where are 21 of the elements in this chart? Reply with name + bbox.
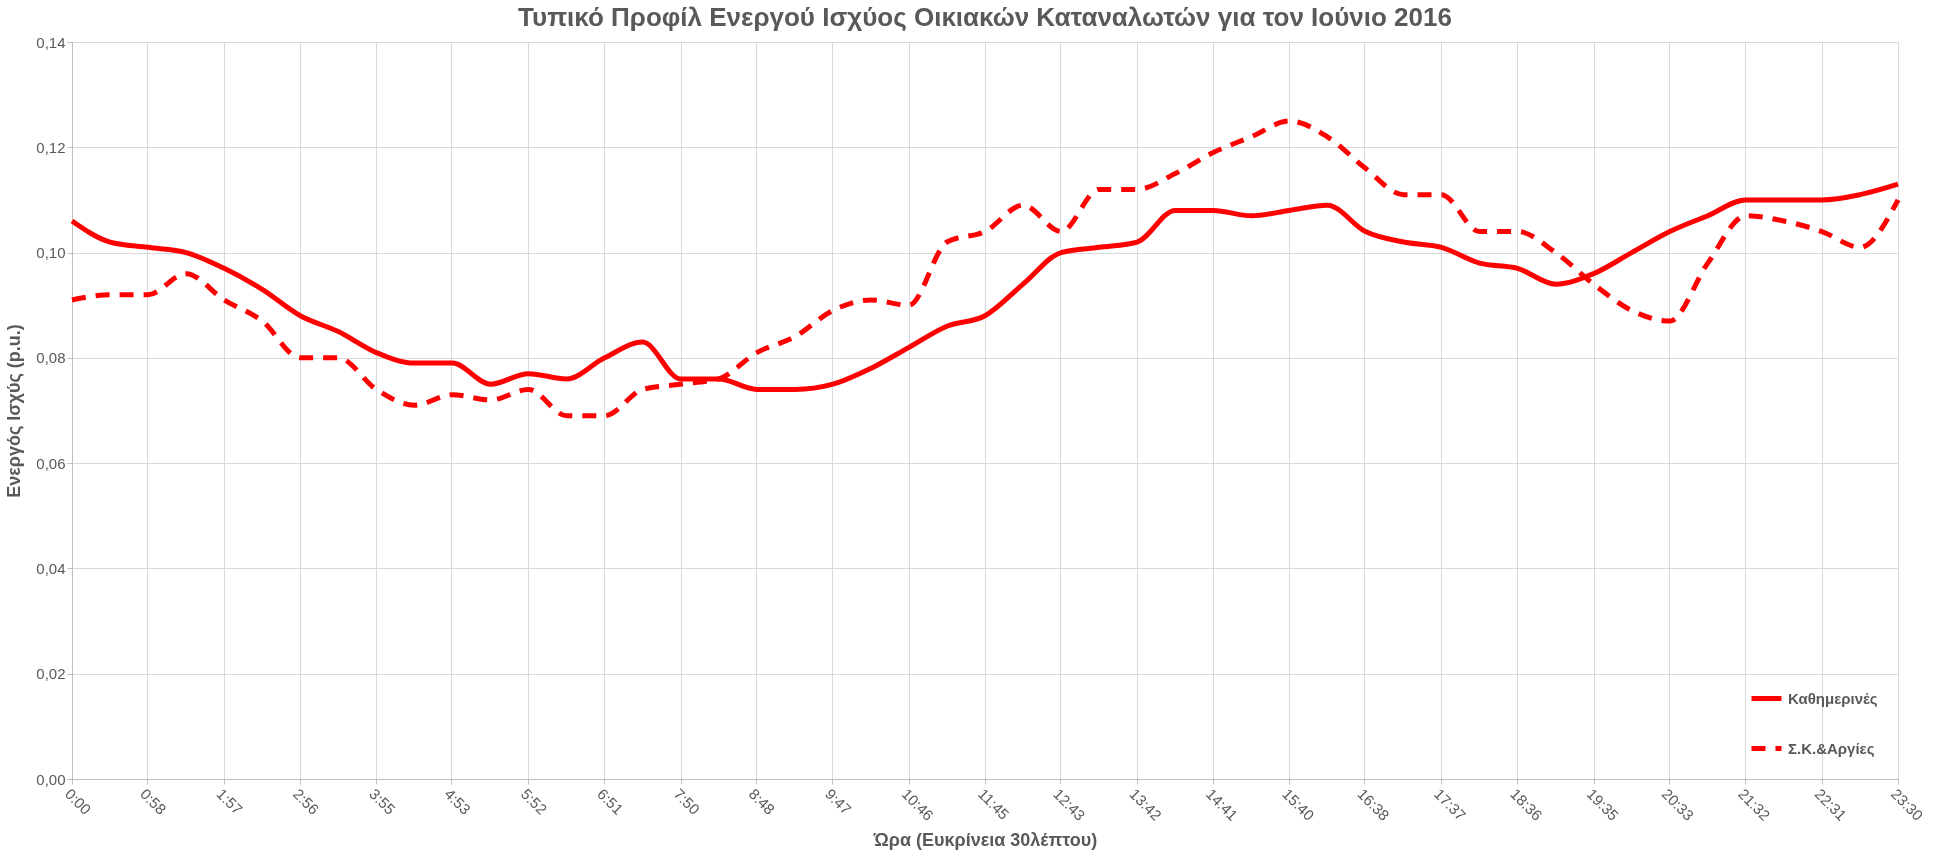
y-axis-title: Ενεργός Ισχύς (p.u.) <box>4 324 25 498</box>
x-tick-label: 9:47 <box>822 785 855 818</box>
x-tick-label: 0:00 <box>61 785 95 818</box>
x-tick-label: 2:56 <box>289 785 323 818</box>
y-tick-label: 0,02 <box>36 665 66 683</box>
x-tick-label: 4:53 <box>441 785 474 818</box>
y-tick-label: 0,06 <box>36 454 66 472</box>
y-tick-label: 0,00 <box>36 770 66 788</box>
y-tick-label: 0,10 <box>36 244 66 262</box>
legend-label: Καθημερινές <box>1788 689 1878 707</box>
y-tick-label: 0,14 <box>36 33 66 51</box>
x-tick-label: 0:58 <box>137 785 170 818</box>
y-tick-label: 0,04 <box>36 559 66 577</box>
y-tick-label: 0,08 <box>36 349 66 367</box>
x-axis-title: Ώρα (Ευκρίνεια 30λέπτου) <box>872 829 1098 850</box>
y-tick-label: 0,12 <box>36 138 66 156</box>
legend-label: Σ.Κ.&Αργίες <box>1788 739 1875 757</box>
x-tick-label: 8:48 <box>745 785 779 818</box>
x-tick-label: 1:57 <box>213 785 247 818</box>
x-tick-label: 3:55 <box>366 785 399 818</box>
chart-title: Τυπικό Προφίλ Ενεργού Ισχύος Οικιακών Καταναλωτών για τον Ιούνιο 2016 <box>518 2 1452 32</box>
